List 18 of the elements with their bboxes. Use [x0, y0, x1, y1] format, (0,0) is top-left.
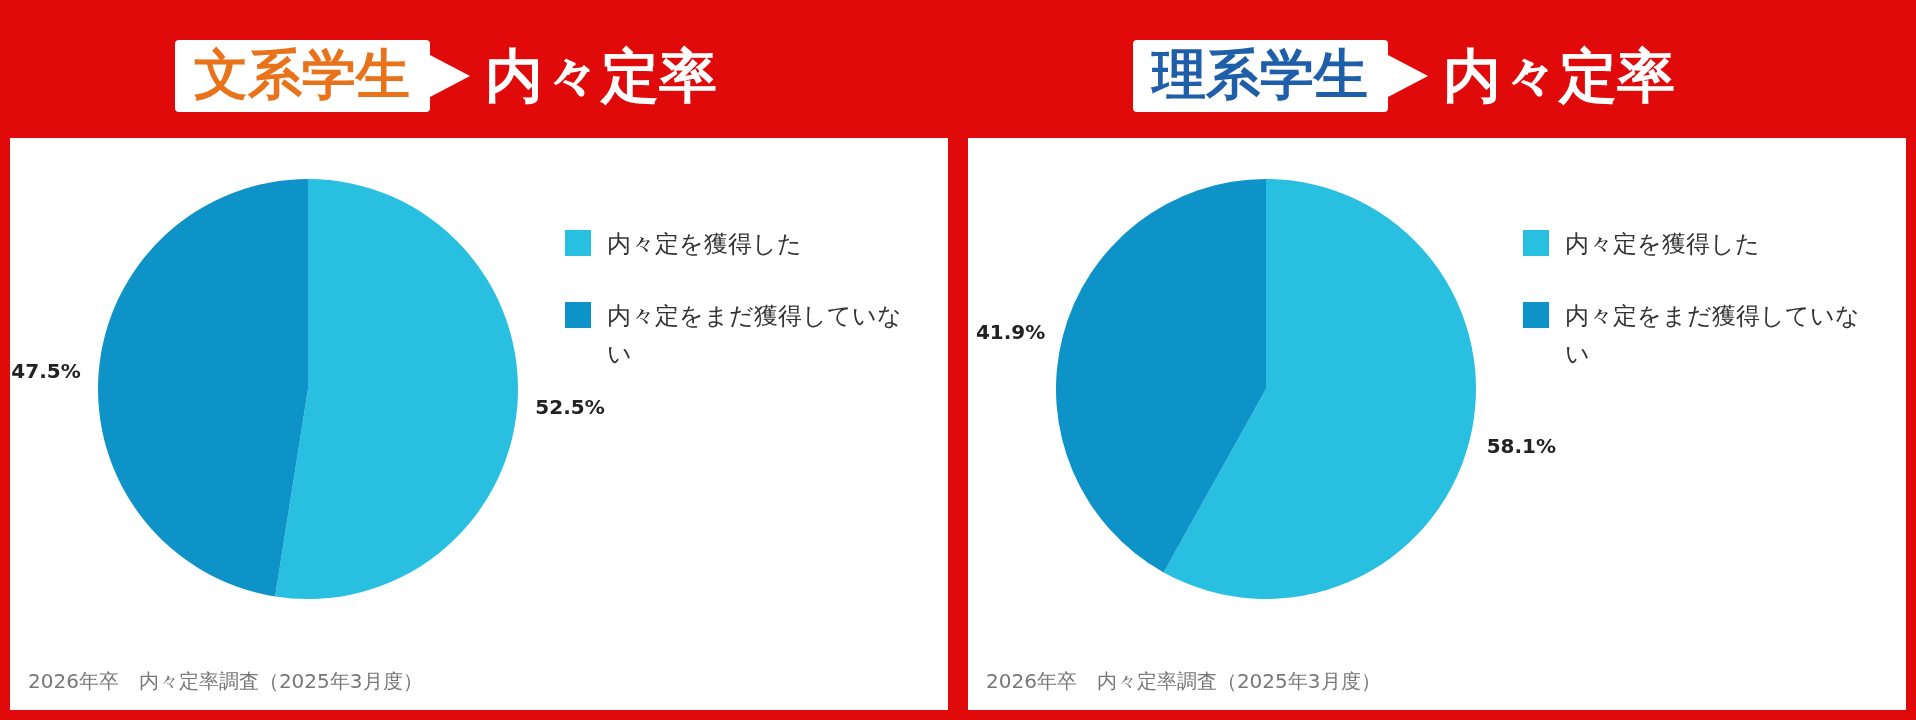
data-label: 52.5%	[535, 394, 605, 419]
chart-subtitle: 内々定率	[1443, 42, 1675, 110]
chart-title: 理系学生	[1150, 43, 1368, 106]
data-label: 47.5%	[11, 359, 81, 384]
data-label: 58.1%	[1486, 434, 1557, 459]
legend-label: 内々定をまだ獲得していない	[1565, 302, 1860, 368]
pie-slice	[1056, 179, 1266, 573]
chart-title: 文系学生	[194, 43, 410, 106]
text: 2026年卒 内々定率調査（2025年3月度）	[28, 669, 423, 693]
text: 2026年卒 内々定率調査（2025年3月度）	[986, 669, 1381, 693]
legend-label: 内々定を獲得した	[607, 230, 802, 258]
pie-slice	[98, 179, 308, 597]
pie-slice	[1163, 179, 1476, 599]
legend-label: 内々定をまだ獲得していない	[607, 302, 902, 368]
chart-subtitle: 内々定率	[485, 42, 717, 110]
pie-slice	[275, 179, 518, 599]
data-label: 41.9%	[975, 319, 1046, 344]
legend-label: 内々定を獲得した	[1565, 230, 1760, 258]
